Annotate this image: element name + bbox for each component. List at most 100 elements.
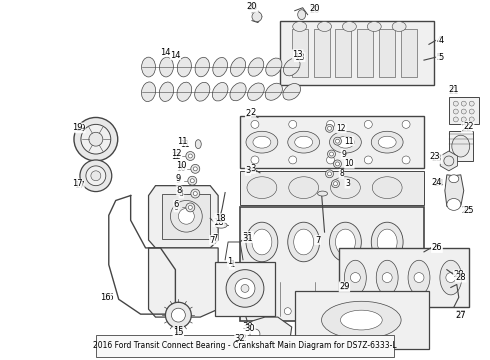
Ellipse shape (288, 222, 319, 262)
Text: 21: 21 (448, 85, 459, 94)
Ellipse shape (414, 273, 424, 283)
Text: 3: 3 (345, 179, 350, 188)
Ellipse shape (252, 229, 272, 255)
Ellipse shape (332, 180, 340, 188)
Text: 12: 12 (172, 152, 181, 161)
Text: 20: 20 (309, 4, 320, 13)
Ellipse shape (461, 101, 466, 106)
Ellipse shape (321, 301, 401, 339)
Ellipse shape (195, 82, 210, 101)
Ellipse shape (326, 121, 335, 128)
Ellipse shape (172, 308, 185, 322)
Text: 21: 21 (448, 87, 459, 96)
Text: 20: 20 (309, 6, 320, 15)
Text: 27: 27 (456, 311, 466, 320)
Text: 30: 30 (243, 323, 253, 332)
Text: 9: 9 (176, 176, 181, 185)
Ellipse shape (329, 222, 361, 262)
Ellipse shape (193, 192, 197, 195)
Ellipse shape (329, 152, 334, 156)
Ellipse shape (469, 101, 474, 106)
Ellipse shape (343, 22, 356, 31)
FancyBboxPatch shape (340, 248, 469, 307)
Ellipse shape (266, 58, 282, 76)
Ellipse shape (81, 124, 111, 154)
Ellipse shape (341, 310, 382, 330)
Ellipse shape (289, 121, 297, 128)
Text: 31: 31 (243, 231, 253, 240)
Text: 2: 2 (245, 109, 250, 118)
Ellipse shape (246, 131, 278, 153)
Ellipse shape (325, 124, 334, 132)
Ellipse shape (190, 179, 195, 183)
Text: 11: 11 (181, 140, 190, 149)
FancyBboxPatch shape (96, 335, 394, 357)
Ellipse shape (250, 329, 260, 339)
Text: 13: 13 (293, 50, 303, 59)
Ellipse shape (265, 83, 282, 100)
Text: 27: 27 (456, 310, 466, 319)
Text: 32: 32 (235, 334, 245, 343)
Ellipse shape (325, 170, 334, 178)
Ellipse shape (212, 82, 228, 101)
Text: 19: 19 (74, 124, 85, 133)
Ellipse shape (293, 22, 307, 31)
Text: 17: 17 (72, 179, 82, 188)
Ellipse shape (230, 83, 246, 101)
Ellipse shape (461, 109, 466, 114)
Text: 24: 24 (432, 178, 442, 187)
Ellipse shape (397, 308, 405, 315)
Ellipse shape (294, 136, 313, 148)
Ellipse shape (188, 176, 197, 185)
Ellipse shape (86, 166, 106, 186)
Ellipse shape (344, 260, 367, 295)
Ellipse shape (377, 229, 397, 255)
Text: 2016 Ford Transit Connect Bearing - Crankshaft Main Diagram for DS7Z-6333-L: 2016 Ford Transit Connect Bearing - Cran… (93, 341, 397, 350)
Text: 22: 22 (462, 124, 472, 133)
Ellipse shape (322, 308, 329, 315)
Ellipse shape (382, 273, 392, 283)
Ellipse shape (159, 57, 173, 77)
Ellipse shape (188, 154, 192, 158)
Ellipse shape (327, 126, 332, 130)
Text: 10: 10 (344, 159, 354, 168)
Ellipse shape (74, 117, 118, 161)
Text: 10: 10 (176, 165, 186, 174)
Ellipse shape (80, 160, 112, 192)
Ellipse shape (378, 136, 396, 148)
FancyBboxPatch shape (336, 28, 351, 77)
Ellipse shape (372, 177, 402, 198)
Ellipse shape (142, 82, 156, 102)
Ellipse shape (453, 101, 458, 106)
Ellipse shape (142, 57, 155, 77)
Text: 18: 18 (215, 214, 225, 223)
Ellipse shape (215, 222, 227, 228)
Ellipse shape (284, 308, 291, 315)
Ellipse shape (449, 175, 459, 183)
Text: 1: 1 (229, 260, 235, 269)
Ellipse shape (408, 260, 430, 295)
Text: 3: 3 (250, 165, 256, 174)
Text: 14: 14 (160, 48, 171, 57)
Ellipse shape (246, 308, 253, 315)
Text: 31: 31 (243, 234, 253, 243)
Ellipse shape (298, 10, 306, 19)
Text: 29: 29 (339, 282, 350, 291)
Polygon shape (148, 186, 218, 248)
Text: 12: 12 (171, 149, 182, 158)
FancyBboxPatch shape (240, 207, 424, 321)
Ellipse shape (195, 57, 209, 77)
Text: 32: 32 (237, 334, 247, 343)
Ellipse shape (318, 22, 332, 31)
Ellipse shape (213, 58, 227, 77)
Ellipse shape (235, 279, 255, 298)
Ellipse shape (166, 302, 191, 328)
Polygon shape (445, 175, 464, 207)
FancyBboxPatch shape (280, 21, 434, 85)
FancyBboxPatch shape (379, 28, 395, 77)
Polygon shape (440, 151, 458, 171)
Ellipse shape (247, 177, 277, 198)
FancyBboxPatch shape (240, 171, 424, 206)
Ellipse shape (289, 177, 318, 198)
Text: 12: 12 (337, 124, 346, 133)
